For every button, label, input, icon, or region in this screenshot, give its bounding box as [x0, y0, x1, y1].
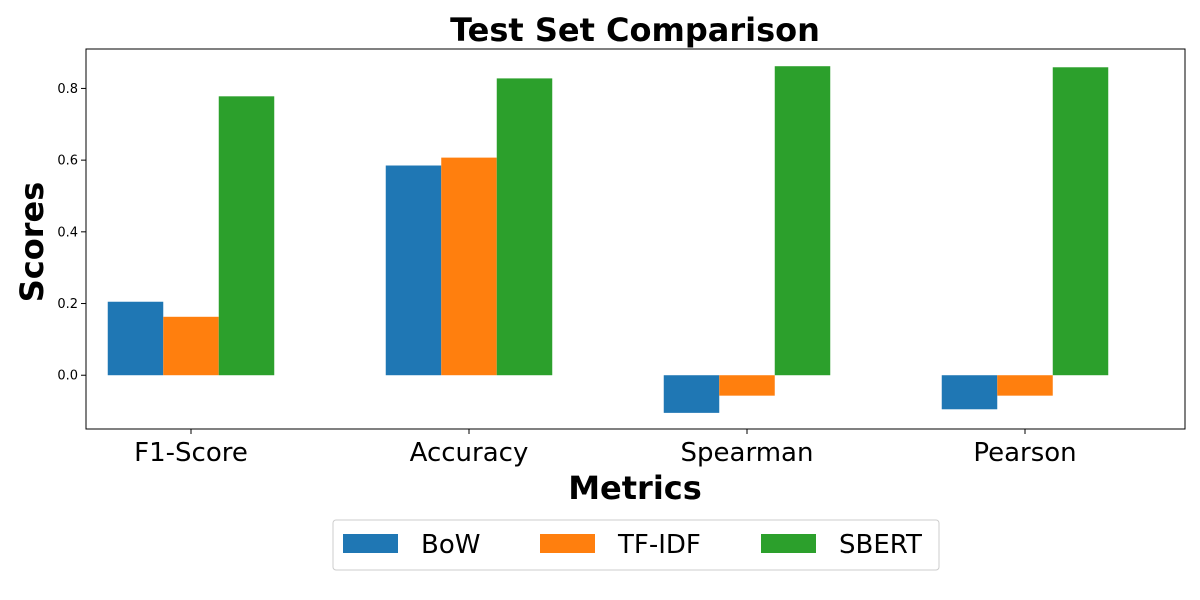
y-axis-ticks: 0.0 0.2 0.4 0.6 0.8	[57, 82, 86, 384]
bar-sbert-spearman	[774, 66, 831, 376]
x-axis-label: Metrics	[568, 469, 702, 507]
bar-tf-idf-f1-score	[163, 316, 219, 376]
x-tick-label-f1-score: F1-Score	[134, 438, 248, 468]
bar-sbert-pearson	[1052, 67, 1109, 376]
x-axis-ticks: F1-Score Accuracy Spearman Pearson	[134, 429, 1077, 468]
bar-sbert-f1-score	[218, 96, 275, 376]
legend-label-bow: BoW	[421, 530, 480, 560]
legend-swatch-sbert	[761, 534, 816, 553]
x-tick-label-pearson: Pearson	[973, 438, 1076, 468]
bar-sbert-accuracy	[496, 78, 553, 376]
bar-bow-spearman	[663, 375, 720, 413]
bar-tf-idf-spearman	[719, 375, 775, 396]
bar-tf-idf-pearson	[997, 375, 1053, 396]
legend-label-tf-idf: TF-IDF	[617, 530, 701, 560]
legend-swatch-bow	[343, 534, 398, 553]
plot-frame	[85, 48, 1186, 430]
x-tick-label-accuracy: Accuracy	[410, 438, 529, 468]
y-tick-label: 0.0	[57, 369, 78, 384]
legend-label-sbert: SBERT	[839, 530, 922, 560]
y-tick-label: 0.4	[57, 225, 78, 240]
legend-frame	[332, 519, 940, 571]
legend: BoW TF-IDF SBERT	[332, 519, 940, 571]
legend-swatch-tf-idf	[540, 534, 595, 553]
y-tick-label: 0.2	[57, 297, 78, 312]
bar-bow-pearson	[941, 375, 998, 410]
bar-tf-idf-accuracy	[441, 157, 497, 376]
bars-group	[107, 66, 1109, 413]
bar-bow-accuracy	[385, 165, 442, 376]
chart-title: Test Set Comparison	[450, 11, 820, 49]
bar-bow-f1-score	[107, 301, 164, 376]
y-tick-label: 0.8	[57, 82, 78, 97]
x-tick-label-spearman: Spearman	[681, 438, 814, 468]
y-axis-label: Scores	[13, 182, 51, 303]
plot-area: 0.0 0.2 0.4 0.6 0.8 F1-Score Accuracy Spearman…	[57, 48, 1186, 468]
y-tick-label: 0.6	[57, 154, 78, 169]
